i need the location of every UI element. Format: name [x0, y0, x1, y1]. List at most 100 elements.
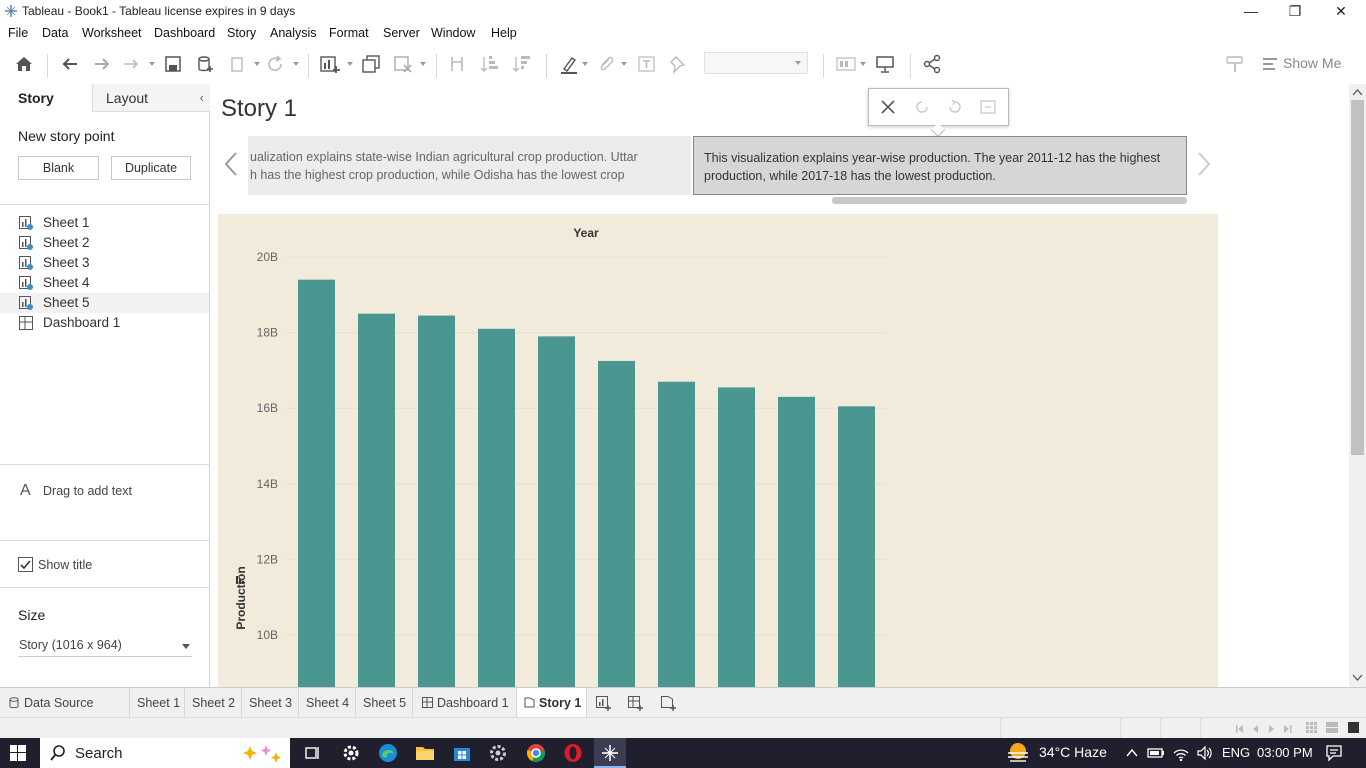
bar[interactable] — [538, 336, 575, 687]
restore-button[interactable]: ❐ — [1288, 3, 1302, 19]
new-data-source-icon[interactable] — [196, 54, 216, 76]
scrollbar-thumb[interactable] — [1351, 100, 1364, 455]
sort-ascending-icon[interactable] — [480, 54, 500, 76]
navigator-scrollbar[interactable] — [832, 197, 1187, 204]
home-icon[interactable] — [14, 54, 34, 76]
new-story-tab-icon[interactable] — [661, 696, 677, 716]
weather-haze-icon[interactable] — [1005, 741, 1031, 765]
fit-dropdown[interactable] — [704, 52, 808, 74]
tab-sheet-4[interactable]: Sheet 4 — [299, 688, 356, 718]
highlight-icon[interactable] — [559, 54, 579, 76]
menu-story[interactable]: Story — [227, 26, 257, 40]
scroll-down-icon[interactable] — [1352, 674, 1363, 682]
show-me-button[interactable]: Show Me — [1262, 54, 1344, 76]
menu-server[interactable]: Server — [383, 26, 420, 40]
sheet-list-item[interactable]: Sheet 5 — [0, 293, 209, 313]
menu-file[interactable]: File — [8, 26, 29, 40]
next-point-icon[interactable] — [1195, 150, 1213, 178]
tab-sheet-3[interactable]: Sheet 3 — [242, 688, 299, 718]
scroll-up-icon[interactable] — [1352, 88, 1363, 96]
menu-worksheet[interactable]: Worksheet — [82, 26, 142, 40]
tab-data-source[interactable]: Data Source — [2, 688, 130, 718]
sheet-list-item[interactable]: Sheet 3 — [0, 253, 209, 273]
edge-browser-icon[interactable] — [378, 743, 398, 763]
view-mode-icons[interactable] — [1306, 722, 1362, 735]
delete-story-point-icon[interactable] — [879, 98, 897, 116]
swap-icon[interactable] — [447, 54, 467, 76]
duplicate-button[interactable]: Duplicate — [111, 156, 191, 180]
store-icon[interactable] — [452, 743, 472, 763]
task-view-icon[interactable] — [304, 745, 320, 761]
tab-story-1[interactable]: Story 1 — [517, 688, 587, 718]
sheet-list-item[interactable]: Sheet 1 — [0, 213, 209, 233]
weather-label[interactable]: 34°C Haze — [1039, 744, 1107, 760]
bar[interactable] — [778, 396, 815, 687]
menu-data[interactable]: Data — [42, 26, 69, 40]
minimize-button[interactable]: — — [1244, 3, 1258, 19]
new-worksheet-icon[interactable] — [319, 54, 341, 76]
clock[interactable]: 03:00 PM — [1257, 745, 1313, 760]
clear-sheet-icon[interactable] — [393, 54, 413, 76]
settings-gear-icon[interactable] — [342, 744, 360, 762]
sheet-list-item[interactable]: Sheet 2 — [0, 233, 209, 253]
tab-layout[interactable]: Layout ‹ — [92, 84, 210, 112]
attach-icon[interactable] — [596, 54, 616, 76]
notification-icon[interactable] — [1325, 744, 1343, 762]
language-indicator[interactable]: ENG — [1222, 745, 1251, 760]
share-icon[interactable] — [922, 54, 942, 76]
bar[interactable] — [358, 313, 395, 687]
tab-navigation-icon[interactable] — [1236, 724, 1296, 734]
duplicate-sheet-icon[interactable] — [361, 54, 381, 76]
bar[interactable] — [718, 387, 755, 687]
save-as-new-icon[interactable] — [979, 98, 997, 116]
replay-icon[interactable] — [121, 54, 143, 76]
pin-icon[interactable] — [668, 54, 688, 76]
size-dropdown[interactable]: Story (1016 x 964) — [18, 635, 192, 657]
bar[interactable] — [838, 406, 875, 687]
update-icon[interactable] — [946, 98, 964, 116]
vertical-scrollbar[interactable] — [1349, 84, 1366, 687]
chrome-icon[interactable] — [526, 743, 546, 763]
story-title[interactable]: Story 1 — [221, 95, 298, 122]
bar[interactable] — [658, 381, 695, 687]
windows-start-icon[interactable] — [10, 745, 26, 761]
tab-sheet-2[interactable]: Sheet 2 — [185, 688, 242, 718]
drag-text-object[interactable]: A Drag to add text — [0, 466, 209, 536]
bar[interactable] — [298, 279, 335, 687]
show-cards-icon[interactable] — [836, 54, 856, 76]
sheet-list-item[interactable]: Dashboard 1 — [0, 313, 209, 333]
blank-button[interactable]: Blank — [18, 156, 99, 180]
chevron-up-icon[interactable] — [1125, 747, 1139, 759]
revert-icon[interactable] — [913, 98, 931, 116]
menu-help[interactable]: Help — [491, 26, 517, 40]
presentation-mode-icon[interactable] — [875, 54, 895, 76]
bar[interactable] — [478, 328, 515, 687]
bar[interactable] — [598, 360, 635, 687]
menu-analysis[interactable]: Analysis — [270, 26, 317, 40]
file-explorer-icon[interactable] — [415, 743, 435, 763]
new-dashboard-tab-icon[interactable] — [628, 696, 644, 716]
volume-icon[interactable] — [1196, 744, 1214, 762]
redo-icon[interactable] — [92, 54, 112, 76]
tab-sheet-1[interactable]: Sheet 1 — [130, 688, 185, 718]
collapse-pane-icon[interactable]: ‹ — [199, 90, 204, 105]
sheet-list-item[interactable]: Sheet 4 — [0, 273, 209, 293]
close-window-button[interactable]: ✕ — [1335, 3, 1347, 19]
format-painter-icon[interactable] — [1225, 54, 1245, 76]
refresh-icon[interactable] — [265, 54, 285, 76]
tab-dashboard-1[interactable]: Dashboard 1 — [413, 688, 517, 718]
new-worksheet-tab-icon[interactable] — [596, 696, 612, 716]
menu-dashboard[interactable]: Dashboard — [154, 26, 216, 40]
tableau-taskbar-button[interactable] — [594, 738, 626, 768]
text-label-icon[interactable] — [637, 54, 657, 76]
story-point-caption[interactable]: ualization explains state-wise Indian ag… — [248, 136, 691, 195]
taskbar-search-box[interactable]: Search — [40, 738, 290, 768]
pause-updates-icon[interactable] — [228, 54, 248, 76]
battery-icon[interactable] — [1147, 746, 1165, 760]
menu-format[interactable]: Format — [329, 26, 369, 40]
sort-descending-icon[interactable] — [512, 54, 532, 76]
bar[interactable] — [418, 315, 455, 687]
tab-sheet-5[interactable]: Sheet 5 — [356, 688, 413, 718]
story-point-caption-active[interactable]: This visualization explains year-wise pr… — [693, 136, 1187, 195]
wifi-icon[interactable] — [1172, 744, 1190, 762]
